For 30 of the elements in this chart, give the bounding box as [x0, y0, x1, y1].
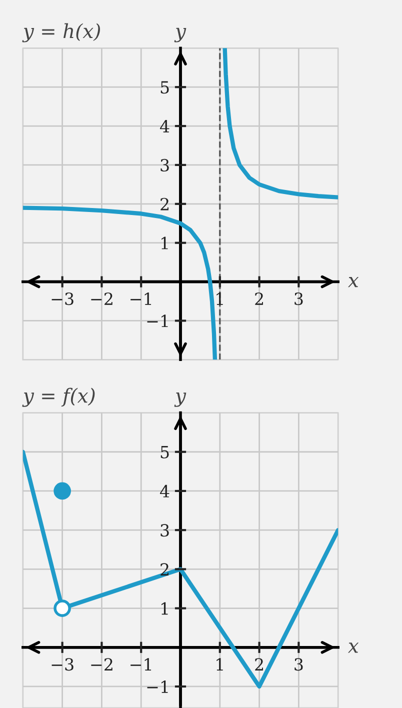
y-tick-label: 4 — [160, 484, 170, 498]
y-tick-label: 1 — [162, 236, 168, 250]
x-tick-label: −2 — [91, 658, 112, 670]
x-tick-label: 1 — [216, 292, 223, 305]
y-axis-title: y — [174, 28, 186, 42]
x-tick-label: −3 — [52, 292, 74, 306]
y-tick-label: 1 — [162, 602, 168, 615]
x-tick-label: 3 — [294, 292, 303, 306]
y-tick-label: 5 — [160, 446, 169, 458]
y-tick-label: −1 — [147, 314, 168, 328]
x-tick-label: −1 — [130, 658, 152, 670]
y-tick-label: 2 — [160, 198, 168, 210]
x-axis-title: x — [348, 642, 359, 653]
chart-title: y = f(x) — [22, 388, 95, 407]
line-series — [222, 48, 338, 200]
x-tick-label: 2 — [255, 658, 263, 670]
y-axis-title: y — [174, 392, 186, 407]
y-tick-label: −1 — [147, 680, 168, 693]
x-tick-label: 1 — [216, 658, 223, 670]
y-tick-label: 5 — [160, 81, 169, 94]
x-tick-label: 3 — [294, 658, 303, 671]
y-tick-label: 3 — [160, 524, 169, 537]
y-tick-label: 3 — [160, 158, 169, 172]
chart-title: y = h(x) — [22, 23, 100, 42]
x-tick-label: −1 — [130, 292, 152, 305]
x-tick-label: 2 — [255, 292, 263, 305]
x-tick-label: −2 — [91, 292, 112, 305]
y-tick-label: 4 — [160, 120, 170, 132]
x-tick-label: −3 — [52, 658, 74, 671]
x-axis-title: x — [348, 277, 359, 288]
